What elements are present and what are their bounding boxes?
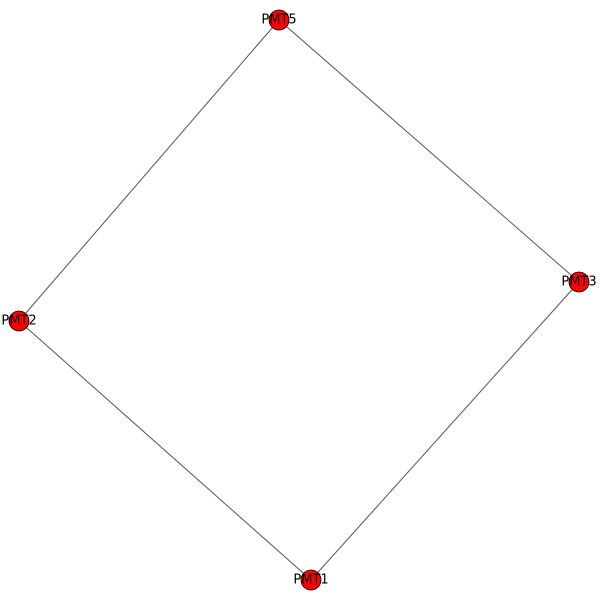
node-pmt5: PMT5	[261, 9, 297, 31]
node-layer: PMT5 PMT3 PMT2 PMT1	[1, 9, 597, 591]
node-circle	[300, 569, 322, 591]
node-pmt3: PMT3	[561, 271, 597, 293]
edge-pmt2-pmt1	[18, 320, 312, 581]
node-label: PMT1	[293, 573, 328, 588]
node-pmt2: PMT2	[1, 310, 37, 332]
edge-pmt5-pmt2	[18, 19, 280, 322]
node-circle	[8, 310, 30, 332]
node-label: PMT2	[1, 314, 36, 329]
edge-pmt5-pmt3	[278, 19, 580, 283]
node-pmt1: PMT1	[293, 569, 329, 591]
node-label: PMT5	[261, 13, 296, 28]
node-circle	[268, 9, 290, 31]
edge-pmt3-pmt1	[310, 281, 580, 581]
node-circle	[568, 271, 590, 293]
node-label: PMT3	[561, 275, 596, 290]
edge-layer	[18, 19, 580, 581]
